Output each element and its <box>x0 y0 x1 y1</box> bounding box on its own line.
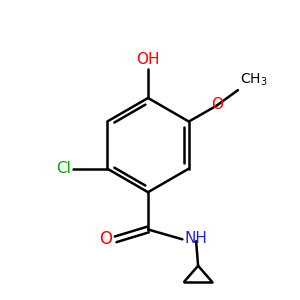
Text: O: O <box>211 98 223 112</box>
Text: CH$_3$: CH$_3$ <box>240 72 268 88</box>
Text: Cl: Cl <box>56 161 71 176</box>
Text: NH: NH <box>184 231 207 246</box>
Text: OH: OH <box>136 52 160 67</box>
Text: O: O <box>99 230 112 248</box>
